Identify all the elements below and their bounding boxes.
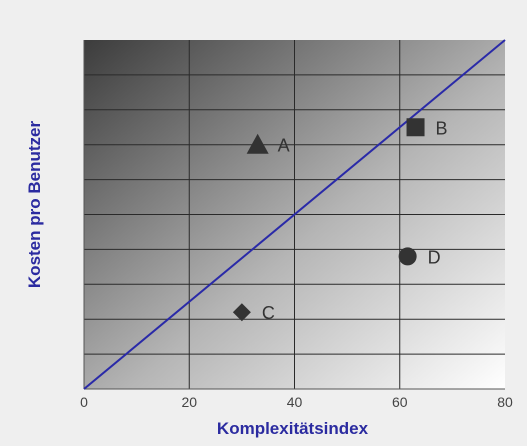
point-c-label: C bbox=[262, 303, 275, 323]
point-a-label: A bbox=[278, 136, 290, 156]
point-d-label: D bbox=[428, 247, 441, 267]
x-tick-label: 60 bbox=[392, 394, 408, 410]
point-d-marker bbox=[398, 247, 417, 266]
point-b-label: B bbox=[436, 118, 448, 138]
x-tick-label: 20 bbox=[181, 394, 197, 410]
x-tick-label: 0 bbox=[80, 394, 88, 410]
point-b-marker bbox=[406, 118, 425, 137]
x-axis-title: Komplexitätsindex bbox=[217, 419, 369, 438]
trendline bbox=[83, 39, 506, 390]
axes bbox=[83, 40, 505, 390]
y-axis-title: Kosten pro Benutzer bbox=[25, 121, 44, 289]
point-a-marker bbox=[246, 133, 269, 154]
x-tick-label: 40 bbox=[287, 394, 303, 410]
x-tick-labels: 0 20 40 60 80 bbox=[80, 394, 513, 410]
x-tick-label: 80 bbox=[497, 394, 513, 410]
trendline-layer bbox=[83, 39, 506, 390]
point-c-marker bbox=[232, 303, 251, 322]
points-layer: A B C D bbox=[232, 118, 448, 323]
